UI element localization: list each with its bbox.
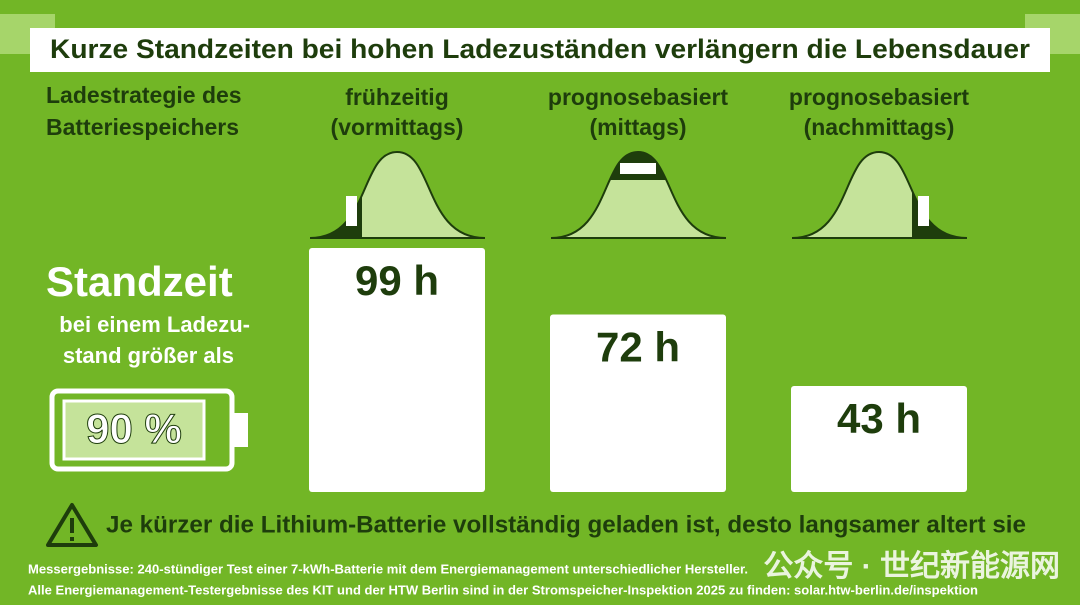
strategy-label: Ladestrategie des: [46, 82, 242, 108]
strategy-label: Batteriespeichers: [46, 114, 239, 140]
standzeit-heading: Standzeit: [46, 258, 233, 305]
battery-fill: [62, 399, 206, 461]
curve-segment: [310, 195, 362, 238]
curve: [309, 150, 486, 239]
value-label: 99 h: [355, 257, 439, 304]
category-label: prognosebasiert (mittags): [547, 84, 729, 140]
battery-icon: [620, 163, 656, 174]
warning-icon: [46, 503, 98, 547]
bar: [309, 247, 485, 492]
curve: [791, 150, 968, 239]
battery-icon: [346, 196, 357, 226]
watermark: 公众号 · 世纪新能源网: [763, 550, 1060, 583]
title: Kurze Standzeiten bei hohen Ladezustände…: [50, 34, 1030, 64]
standzeit-text: stand größer als: [63, 343, 234, 368]
category-label: prognosebasiert (nachmittags): [788, 84, 970, 140]
battery-tip: [232, 413, 248, 447]
curve-segment: [912, 190, 967, 238]
category-label: frühzeitig (vormittags): [330, 84, 464, 140]
warning-text: Je kürzer die Lithium-Batterie vollständ…: [106, 511, 1026, 538]
curves: [309, 150, 968, 239]
footnote: Alle Energiemanagement-Testergebnisse de…: [28, 582, 978, 597]
value-label: 43 h: [837, 395, 921, 442]
bar: [550, 314, 726, 492]
standzeit-text: bei einem Ladezu-: [59, 312, 250, 337]
bar: [791, 386, 967, 492]
warning-icon: [70, 537, 74, 541]
battery-icon: [918, 196, 929, 226]
warning-icon: [70, 518, 74, 533]
value-label: 72 h: [596, 324, 680, 371]
battery-label: 90 %: [86, 405, 182, 452]
title-box: [30, 28, 1050, 72]
footnote: Messergebnisse: 240-stündiger Test einer…: [28, 561, 748, 576]
